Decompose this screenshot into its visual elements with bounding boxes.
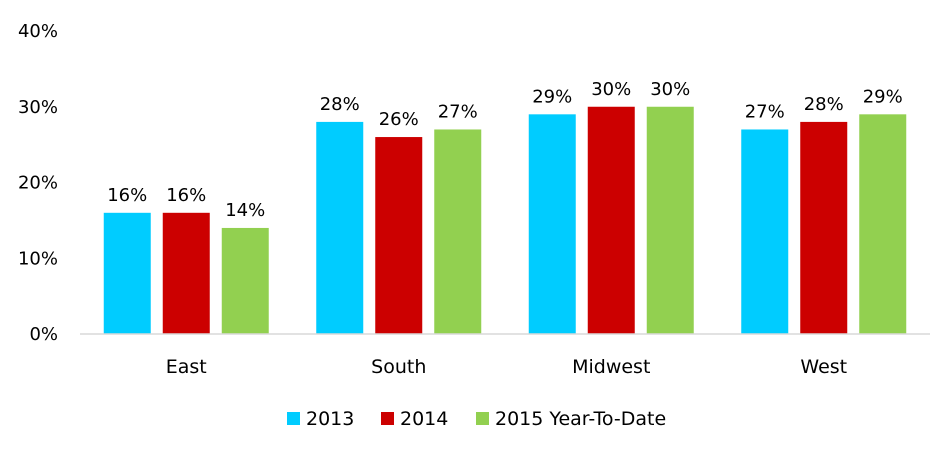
- bars-group: [103, 106, 907, 335]
- legend-swatch: [287, 412, 300, 425]
- y-tick-label: 20%: [18, 173, 58, 194]
- data-label: 28%: [320, 94, 360, 115]
- legend: 2013 2014 2015 Year-To-Date: [287, 408, 666, 430]
- bar: [162, 212, 210, 334]
- data-label: 27%: [438, 101, 478, 122]
- bar: [646, 106, 694, 334]
- bar: [434, 129, 482, 334]
- data-label: 29%: [863, 86, 903, 107]
- bar: [859, 114, 907, 334]
- data-label: 16%: [166, 185, 206, 206]
- legend-swatch: [381, 412, 394, 425]
- data-label: 30%: [650, 79, 690, 100]
- y-tick-label: 10%: [18, 248, 58, 269]
- bar: [741, 129, 789, 334]
- x-category-label: South: [371, 356, 426, 378]
- bar: [316, 121, 364, 335]
- legend-label: 2015 Year-To-Date: [495, 408, 666, 430]
- data-label: 30%: [591, 79, 631, 100]
- data-label: 28%: [804, 94, 844, 115]
- legend-label: 2014: [400, 408, 448, 430]
- data-label: 29%: [532, 86, 572, 107]
- legend-label: 2013: [306, 408, 354, 430]
- x-category-label: West: [800, 356, 847, 378]
- x-category-label: Midwest: [572, 356, 650, 378]
- y-tick-label: 40%: [18, 21, 58, 42]
- bar: [587, 106, 635, 334]
- data-label: 14%: [225, 200, 265, 221]
- bar: [800, 121, 848, 335]
- data-label: 26%: [379, 109, 419, 130]
- x-axis: East South Midwest West: [80, 333, 930, 378]
- data-label: 16%: [107, 185, 147, 206]
- y-tick-label: 30%: [18, 97, 58, 118]
- x-category-label: East: [166, 356, 207, 378]
- bar: [103, 212, 151, 334]
- data-labels-group: 16% 16% 14% 28% 26% 27% 29% 30% 30% 27% 28% 29%: [107, 79, 903, 221]
- bar: [528, 114, 576, 334]
- bar: [221, 227, 269, 334]
- y-axis: 0% 10% 20% 30% 40%: [18, 21, 58, 345]
- data-label: 27%: [745, 101, 785, 122]
- y-tick-label: 0%: [29, 324, 58, 345]
- bar: [375, 137, 423, 334]
- legend-swatch: [476, 412, 489, 425]
